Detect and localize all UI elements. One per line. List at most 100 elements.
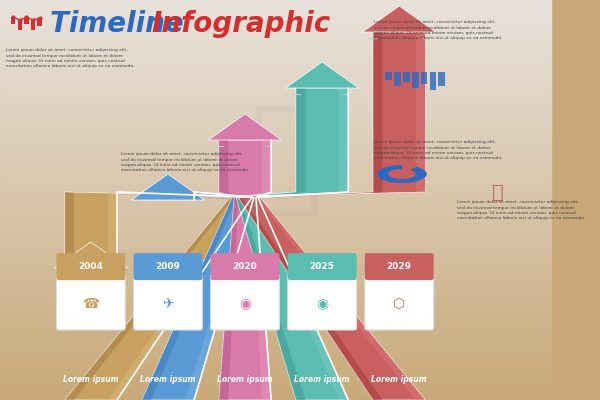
Bar (0, 255, 551, 256)
Bar (0, 32, 551, 33)
Text: Timeline: Timeline (50, 10, 193, 38)
Bar (0, 280, 551, 281)
Bar (0, 333, 551, 335)
Bar (0, 359, 551, 360)
Bar (0, 88, 551, 89)
Bar (0, 45, 551, 47)
Bar (0, 7, 551, 8)
Bar (0, 91, 551, 92)
Bar (0, 73, 551, 75)
Bar (0, 43, 551, 44)
Bar (0, 364, 551, 365)
Bar (0, 44, 551, 45)
Bar (0, 319, 551, 320)
Polygon shape (142, 192, 235, 400)
Bar (0, 193, 551, 195)
Polygon shape (107, 192, 251, 400)
Text: Lorem ipsum: Lorem ipsum (140, 376, 196, 384)
Bar (0, 143, 551, 144)
Bar (0, 51, 551, 52)
FancyBboxPatch shape (365, 274, 434, 330)
Bar (0, 35, 551, 36)
Bar (0, 152, 551, 153)
Bar (0, 384, 551, 385)
Bar (0, 159, 551, 160)
Bar (0, 387, 551, 388)
Bar (0, 97, 551, 99)
Bar (0, 311, 551, 312)
Polygon shape (219, 140, 271, 400)
Bar (0, 108, 551, 109)
Text: 🗺: 🗺 (249, 100, 324, 220)
Polygon shape (255, 88, 349, 400)
Polygon shape (54, 242, 127, 268)
Bar (0, 265, 551, 267)
Bar (0, 331, 551, 332)
Bar (0, 289, 551, 291)
Bar (0, 8, 551, 9)
Bar (0, 148, 551, 149)
Bar (0, 337, 551, 339)
Bar (0, 375, 551, 376)
Bar (0, 41, 551, 43)
Bar (0, 199, 551, 200)
Bar (0, 249, 551, 251)
Bar (0, 47, 551, 48)
Bar (0, 160, 551, 161)
Text: Lorem ipsum: Lorem ipsum (371, 376, 427, 384)
Text: Infographic: Infographic (151, 10, 331, 38)
Bar (0, 324, 551, 325)
Bar (0, 16, 551, 17)
Bar (0, 341, 551, 343)
Bar (0, 271, 551, 272)
Bar (0, 369, 551, 371)
Bar (0, 297, 551, 299)
Bar (0, 36, 551, 37)
Bar (0, 360, 551, 361)
Bar (0, 344, 551, 345)
Bar (0, 56, 551, 57)
Bar (0, 223, 551, 224)
Polygon shape (239, 32, 382, 400)
Bar (0, 109, 551, 111)
Bar (0, 273, 551, 275)
Bar (0, 28, 551, 29)
Bar (0, 372, 551, 373)
Bar (0, 241, 551, 243)
Bar (0, 104, 551, 105)
Bar (0, 140, 551, 141)
Bar (0, 217, 551, 219)
Bar (0, 39, 551, 40)
Bar (0, 89, 551, 91)
Bar (0, 4, 551, 5)
Bar (0, 113, 551, 115)
Bar (0, 136, 551, 137)
Bar (0, 211, 551, 212)
Bar (0, 161, 551, 163)
Bar (0, 197, 551, 199)
Text: Lorem ipsum: Lorem ipsum (295, 376, 350, 384)
Bar (0, 151, 551, 152)
Polygon shape (257, 32, 425, 400)
FancyBboxPatch shape (56, 274, 125, 330)
Bar (0, 269, 551, 271)
Bar (0, 195, 551, 196)
FancyBboxPatch shape (288, 274, 356, 330)
Bar (0, 164, 551, 165)
Bar (0, 305, 551, 307)
Bar (0, 13, 551, 15)
Bar (0, 264, 551, 265)
Bar (0, 125, 551, 127)
Bar (0, 123, 551, 124)
Bar (37, 18, 42, 26)
Bar (0, 284, 551, 285)
Bar (0, 205, 551, 207)
Bar (0, 132, 551, 133)
Bar (0, 165, 551, 167)
Bar (0, 29, 551, 31)
Bar (0, 115, 551, 116)
Bar (0, 283, 551, 284)
Text: Lorem ipsum: Lorem ipsum (63, 376, 119, 384)
Bar (0, 399, 551, 400)
Bar (0, 396, 551, 397)
